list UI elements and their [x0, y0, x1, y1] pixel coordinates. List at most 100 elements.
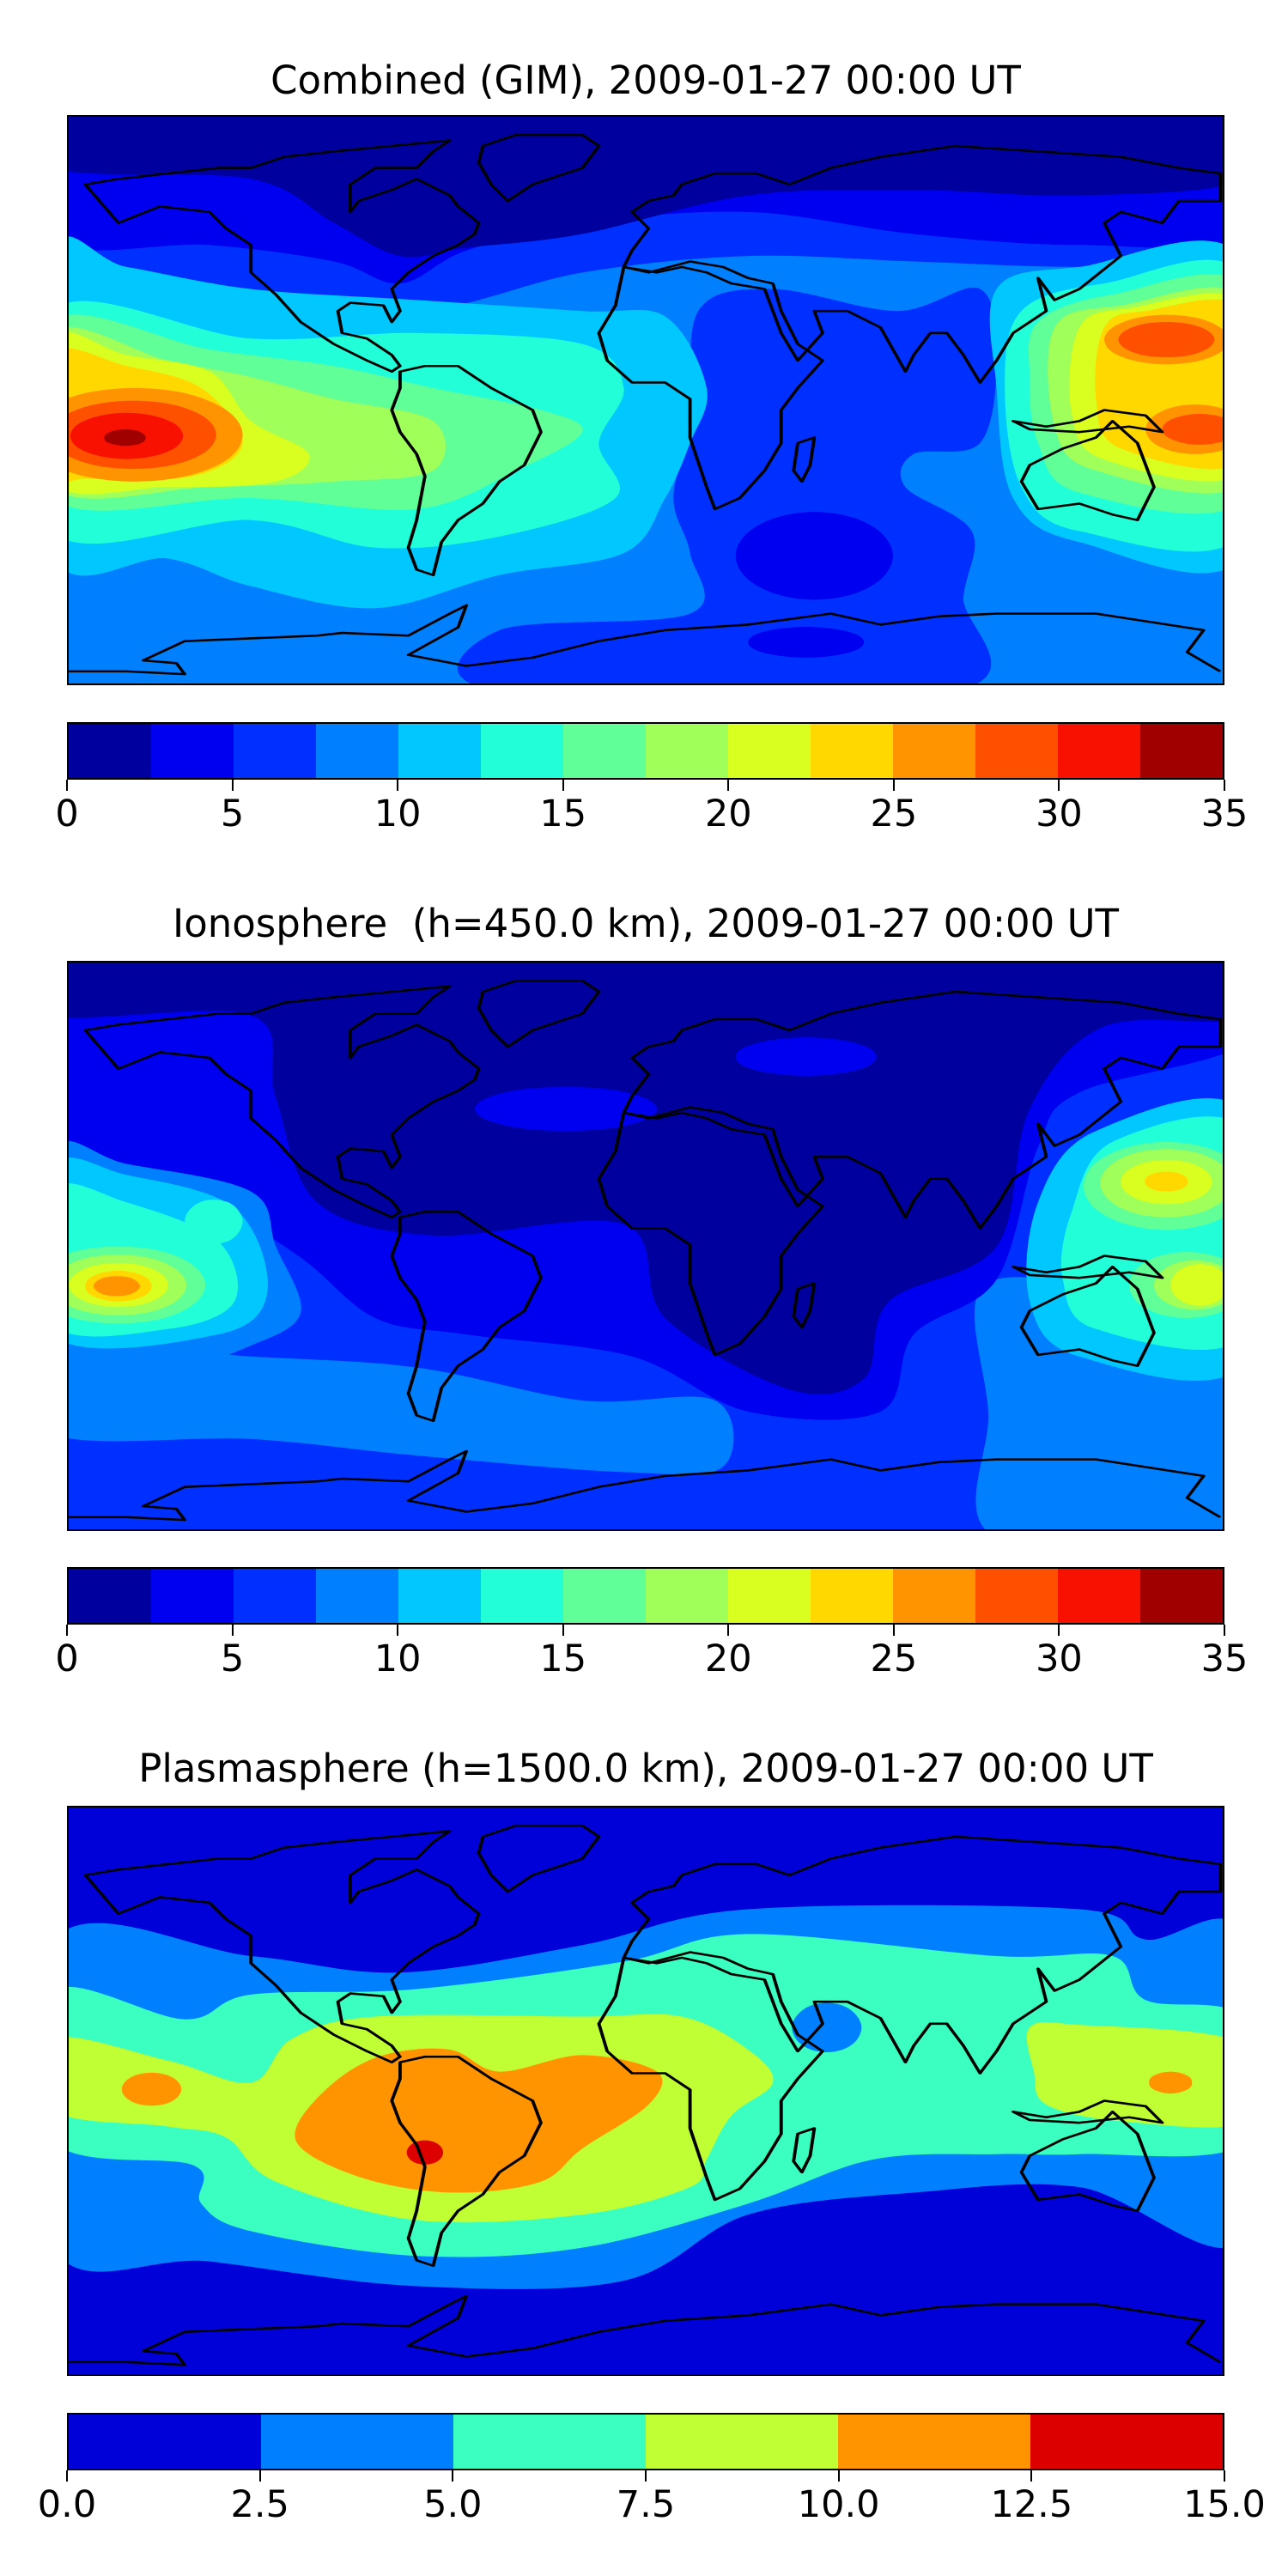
colorbar-tick-label: 10.0 — [797, 2483, 880, 2526]
coastline — [1011, 2099, 1164, 2124]
contour-fills — [69, 1905, 1223, 2289]
colorbar-segment — [893, 724, 975, 778]
colorbar-tick-label: 25 — [870, 1637, 918, 1680]
contour-level-1 — [735, 1037, 877, 1076]
colorbar-tick-label: 5 — [220, 793, 245, 835]
colorbar-segment — [811, 1569, 893, 1623]
colorbar-tick-mark — [727, 1625, 730, 1636]
colorbar-tick-label: 15 — [539, 793, 587, 835]
colorbar-segment — [453, 2415, 646, 2469]
coastline — [477, 979, 601, 1048]
coastline — [83, 985, 481, 1218]
colorbar-tick-label: 10 — [374, 793, 422, 835]
colorbar-tick-mark — [66, 2470, 68, 2482]
colorbar-ticks-plasmasphere: 0.0 2.5 5.0 7.5 10.0 12.5 15.0 — [38, 2470, 1266, 2539]
coastline — [1019, 2111, 1156, 2212]
colorbar-tick-label: 20 — [704, 1637, 752, 1680]
colorbar-segment — [151, 1569, 234, 1623]
contour-level-3 — [69, 1341, 734, 1475]
colorbar-tick-label: 5.0 — [423, 2483, 483, 2526]
title-ionosphere: Ionosphere (h=450.0 km), 2009-01-27 00:0… — [172, 901, 1120, 946]
coastline — [83, 1830, 481, 2063]
colorbar-tick-label: 0.0 — [37, 2483, 97, 2526]
contour-level-0 — [69, 963, 1223, 1394]
colorbar-tick-label: 7.5 — [616, 2483, 676, 2526]
colorbar-segment — [398, 1569, 481, 1623]
colorbar-segment — [316, 724, 398, 778]
contour-fills — [69, 117, 1223, 683]
title-plasmasphere: Plasmasphere (h=1500.0 km), 2009-01-27 0… — [138, 1746, 1153, 1791]
colorbar-segment — [646, 1569, 728, 1623]
colorbar-tick-mark — [397, 1625, 399, 1636]
colorbar-segment — [1058, 724, 1140, 778]
colorbar-tick-mark — [1224, 2470, 1225, 2482]
colorbar-tick-label: 30 — [1036, 793, 1083, 835]
colorbar-tick-mark — [1058, 780, 1060, 791]
colorbar-segment — [234, 1569, 316, 1623]
coastline — [390, 364, 543, 577]
colorbar-segment — [893, 1569, 975, 1623]
coastline — [622, 990, 1223, 1230]
colorbar-segment — [481, 724, 563, 778]
colorbar-tick-label: 15 — [539, 1637, 587, 1680]
colorbar-tick-label: 15.0 — [1183, 2483, 1266, 2526]
colorbar-combined — [67, 722, 1224, 780]
colorbar-tick-mark — [452, 2470, 454, 2482]
coastline — [622, 144, 1223, 384]
coastline — [390, 2055, 543, 2268]
colorbar-segment — [563, 1569, 646, 1623]
colorbar-segment — [1140, 1569, 1223, 1623]
coastline — [477, 133, 601, 203]
colorbar-tick-mark — [66, 1625, 68, 1636]
contour-level-1 — [474, 1086, 658, 1132]
contour-level-4 — [295, 2048, 663, 2193]
colorbar-tick-mark — [562, 780, 564, 791]
coastline — [1011, 1255, 1164, 1279]
colorbar-tick-mark — [1030, 2470, 1033, 2482]
colorbar-segment — [234, 724, 316, 778]
colorbar-segment — [975, 724, 1058, 778]
colorbar-ticks-combined: 0 5 10 15 20 25 30 35 — [55, 780, 1248, 848]
colorbar-tick-mark — [562, 1625, 564, 1636]
colorbar-segment — [261, 2415, 453, 2469]
coastline — [597, 1951, 824, 2202]
colorbar-tick-label: 12.5 — [990, 2483, 1073, 2526]
colorbar-tick-label: 0 — [55, 793, 79, 835]
colorbar-tick-mark — [397, 780, 399, 791]
colorbar-tick-label: 0 — [55, 1637, 79, 1680]
contour-level-9 — [1145, 1171, 1188, 1192]
contour-map-ionosphere — [69, 963, 1223, 1529]
colorbar-segment — [1030, 2415, 1223, 2469]
coastline — [622, 1835, 1223, 2075]
contour-map-combined — [69, 117, 1223, 683]
colorbar-segment — [563, 724, 646, 778]
coastlines — [69, 979, 1223, 1522]
contour-level-4 — [121, 2072, 182, 2106]
contour-level-3 — [1026, 2022, 1223, 2128]
colorbar-tick-mark — [645, 2470, 647, 2482]
colorbar-segment — [975, 1569, 1058, 1623]
map-plasmasphere — [67, 1806, 1224, 2376]
contour-level-8 — [1170, 1264, 1223, 1306]
contour-fills — [69, 963, 1223, 1529]
coastline — [69, 604, 1222, 676]
contour-level-1 — [735, 512, 893, 600]
colorbar-tick-mark — [892, 1625, 895, 1636]
contour-map-plasmasphere — [69, 1807, 1223, 2374]
colorbar-tick-label: 35 — [1200, 793, 1249, 835]
contour-level-1 — [470, 1266, 495, 1294]
coastline — [1019, 1266, 1156, 1367]
coastline — [597, 1106, 824, 1357]
colorbar-segment — [811, 724, 893, 778]
coastline — [792, 1282, 817, 1329]
colorbar-segment — [646, 724, 728, 778]
title-combined: Combined (GIM), 2009-01-27 00:00 UT — [270, 58, 1021, 103]
map-combined — [67, 115, 1224, 685]
colorbar-ticks-ionosphere: 0 5 10 15 20 25 30 35 — [55, 1625, 1248, 1693]
colorbar-segment — [481, 1569, 563, 1623]
colorbar-tick-mark — [1224, 1625, 1225, 1636]
coastline — [477, 1824, 601, 1893]
coastline — [69, 2294, 1222, 2366]
colorbar-tick-mark — [1058, 1625, 1060, 1636]
coastline — [597, 260, 824, 511]
